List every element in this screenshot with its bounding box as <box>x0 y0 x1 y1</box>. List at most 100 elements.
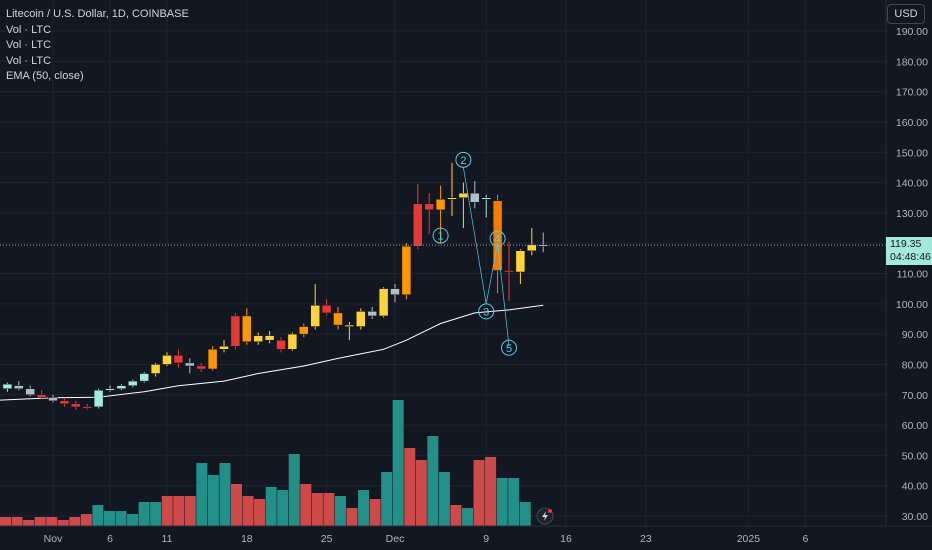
indicator-label[interactable]: Vol · LTC <box>6 54 52 67</box>
candle-body <box>344 324 355 327</box>
volume-bar <box>242 496 254 526</box>
price-tick-label: 140.00 <box>896 178 928 190</box>
volume-bar <box>57 520 69 526</box>
volume-bar <box>173 496 185 526</box>
candle-body <box>230 315 241 347</box>
price-tick-label: 110.00 <box>897 269 928 281</box>
price-tick-label: 190.00 <box>896 26 928 38</box>
price-tick-label: 30.00 <box>902 511 928 523</box>
price-tick-label: 70.00 <box>902 390 928 402</box>
volume-bar <box>103 511 115 526</box>
price-tick-label: 100.00 <box>896 299 928 311</box>
indicator-label[interactable]: EMA (50, close) <box>6 70 84 82</box>
volume-bar <box>358 490 370 526</box>
candle-body <box>93 389 104 408</box>
time-tick-label: Dec <box>386 533 405 545</box>
candle-body <box>424 203 434 211</box>
candle-body <box>481 197 491 200</box>
time-tick-label: 23 <box>640 533 652 545</box>
candle-body <box>264 335 275 341</box>
volume-bar <box>196 463 208 526</box>
currency-button[interactable]: USD <box>887 4 925 24</box>
price-tick-label: 60.00 <box>902 420 928 432</box>
volume-bar <box>11 517 23 526</box>
volume-bar <box>381 472 393 526</box>
volume-bar <box>219 463 231 526</box>
indicator-label[interactable]: Vol · LTC <box>6 39 52 51</box>
price-tick-label: 40.00 <box>902 481 928 493</box>
wave-label: 3 <box>483 306 489 318</box>
time-tick-label: 2025 <box>737 533 761 545</box>
candle-body <box>162 355 172 365</box>
candle-body <box>413 203 423 247</box>
candle-body <box>207 349 218 370</box>
price-tick-label: 80.00 <box>902 359 928 371</box>
volume-bar <box>300 484 312 526</box>
elliott-wave-path <box>463 167 510 347</box>
volume-bar <box>231 484 242 526</box>
candle-body <box>378 288 389 317</box>
candle-body <box>458 192 469 198</box>
price-axis[interactable]: 190.00 180.00 170.00 160.00 150.00 140.00 130.… <box>885 0 932 550</box>
candle-body <box>139 373 149 382</box>
volume-bars <box>0 400 531 526</box>
price-axis-bg <box>886 0 932 550</box>
time-tick-label: 9 <box>483 533 489 545</box>
candle-body <box>276 339 286 350</box>
volume-bar <box>438 472 450 526</box>
price-tick-label: 170.00 <box>896 87 928 99</box>
wave-label-circle <box>501 339 517 356</box>
volume-bar <box>80 514 92 526</box>
volume-bar <box>265 487 277 526</box>
ema-line <box>0 304 544 401</box>
volume-bar <box>415 460 427 526</box>
symbol-title[interactable]: Litecoin / U.S. Dollar, 1D, COINBASE <box>6 8 189 20</box>
wave-label-circle <box>489 230 506 247</box>
candle-body <box>515 250 526 273</box>
candle-body <box>390 288 400 295</box>
candle-body <box>447 197 457 200</box>
time-tick-label: 6 <box>107 533 113 545</box>
candle-body <box>310 305 320 327</box>
volume-bar <box>508 478 520 526</box>
alert-icon[interactable] <box>536 507 554 525</box>
candle-body <box>36 394 47 399</box>
volume-bar <box>23 520 35 526</box>
volume-bar <box>404 448 416 526</box>
candle-body <box>196 365 206 370</box>
candle-body <box>59 400 70 405</box>
candle-body <box>321 305 332 314</box>
wave-label: 4 <box>495 234 501 246</box>
candle-body <box>71 403 81 408</box>
volume-bar <box>519 502 531 526</box>
price-tick-label: 180.00 <box>896 56 928 68</box>
volume-bar <box>207 475 219 526</box>
wave-label-circle <box>478 303 495 320</box>
time-axis[interactable]: Nov 6 11 18 25 Dec 9 16 23 2025 6 <box>0 525 932 545</box>
volume-bar <box>277 490 289 526</box>
time-tick-label: 18 <box>241 533 253 545</box>
volume-bar <box>392 400 404 526</box>
candle-body <box>116 385 127 389</box>
chart-legend: Litecoin / U.S. Dollar, 1D, COINBASE Vol… <box>6 7 189 85</box>
volume-bar <box>288 454 300 526</box>
candle-body <box>219 346 229 350</box>
candle-body <box>48 397 58 402</box>
price-tick-label: 150.00 <box>896 147 928 159</box>
price-tick-label: 160.00 <box>896 117 928 129</box>
indicator-label[interactable]: Vol · LTC <box>6 23 52 36</box>
candle-body <box>25 388 35 395</box>
volume-bar <box>450 505 462 526</box>
candle-body <box>82 406 92 409</box>
volume-bar <box>473 460 485 526</box>
time-tick-label: 25 <box>321 533 333 545</box>
candle-body <box>173 355 184 364</box>
candle-body <box>504 270 514 273</box>
volume-bar <box>34 517 46 526</box>
volume-bar <box>92 505 104 526</box>
wave-label: 2 <box>460 155 466 167</box>
price-tick-label: 130.00 <box>896 208 928 220</box>
wave-label: 5 <box>506 343 512 355</box>
wave-label-circle <box>432 227 449 244</box>
